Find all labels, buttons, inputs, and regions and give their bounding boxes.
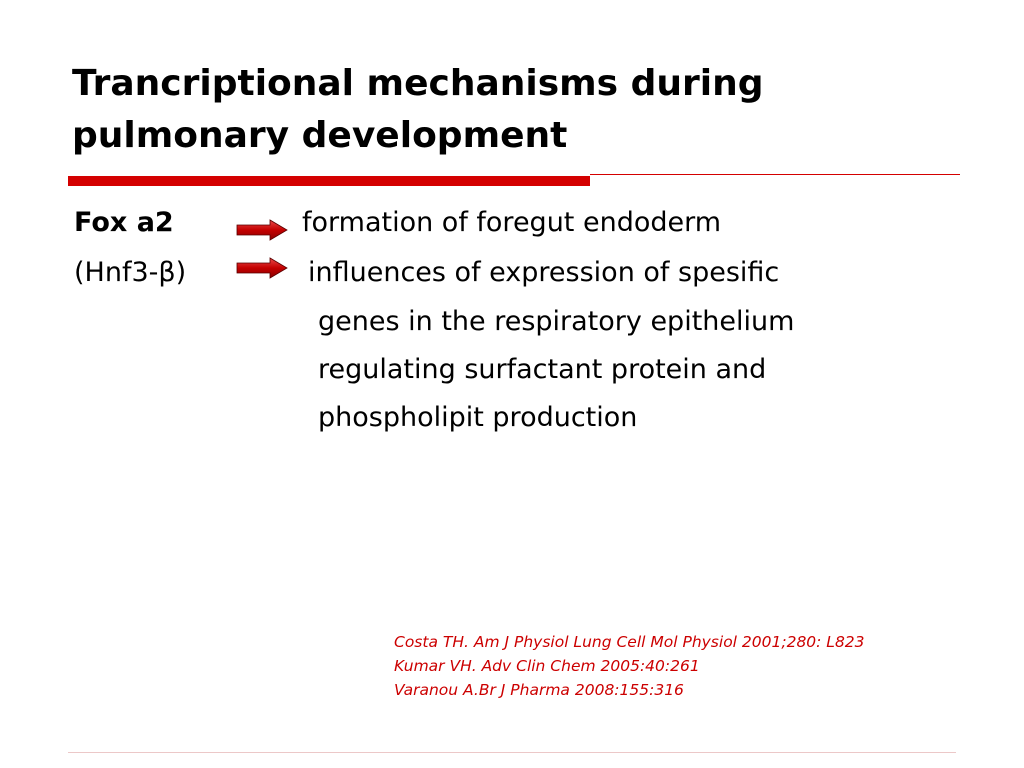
footer-divider — [68, 752, 956, 753]
reference-citation: Varanou A.Br J Pharma 2008:155:316 — [394, 681, 684, 699]
description-continuation-line: phospholipit production — [318, 402, 638, 433]
reference-citation: Kumar VH. Adv Clin Chem 2005:40:261 — [394, 657, 700, 675]
title-underline-thin — [590, 174, 960, 175]
slide-title-line-1: Trancriptional mechanisms during — [72, 63, 764, 104]
description-continuation-line: genes in the respiratory epithelium — [318, 306, 795, 337]
title-underline-thick — [68, 176, 590, 186]
slide-title-line-2: pulmonary development — [72, 115, 568, 156]
gene-label-fox-a2: Fox a2 — [74, 207, 174, 238]
right-arrow-icon — [236, 219, 288, 241]
description-continuation-line: regulating surfactant protein and — [318, 354, 767, 385]
reference-citation: Costa TH. Am J Physiol Lung Cell Mol Phy… — [394, 633, 865, 651]
right-arrow-icon — [236, 257, 288, 279]
row-2-description: influences of expression of spesific — [308, 257, 780, 288]
gene-label-hnf3-beta: (Hnf3-β) — [74, 257, 187, 288]
row-1-description: formation of foregut endoderm — [302, 207, 722, 238]
